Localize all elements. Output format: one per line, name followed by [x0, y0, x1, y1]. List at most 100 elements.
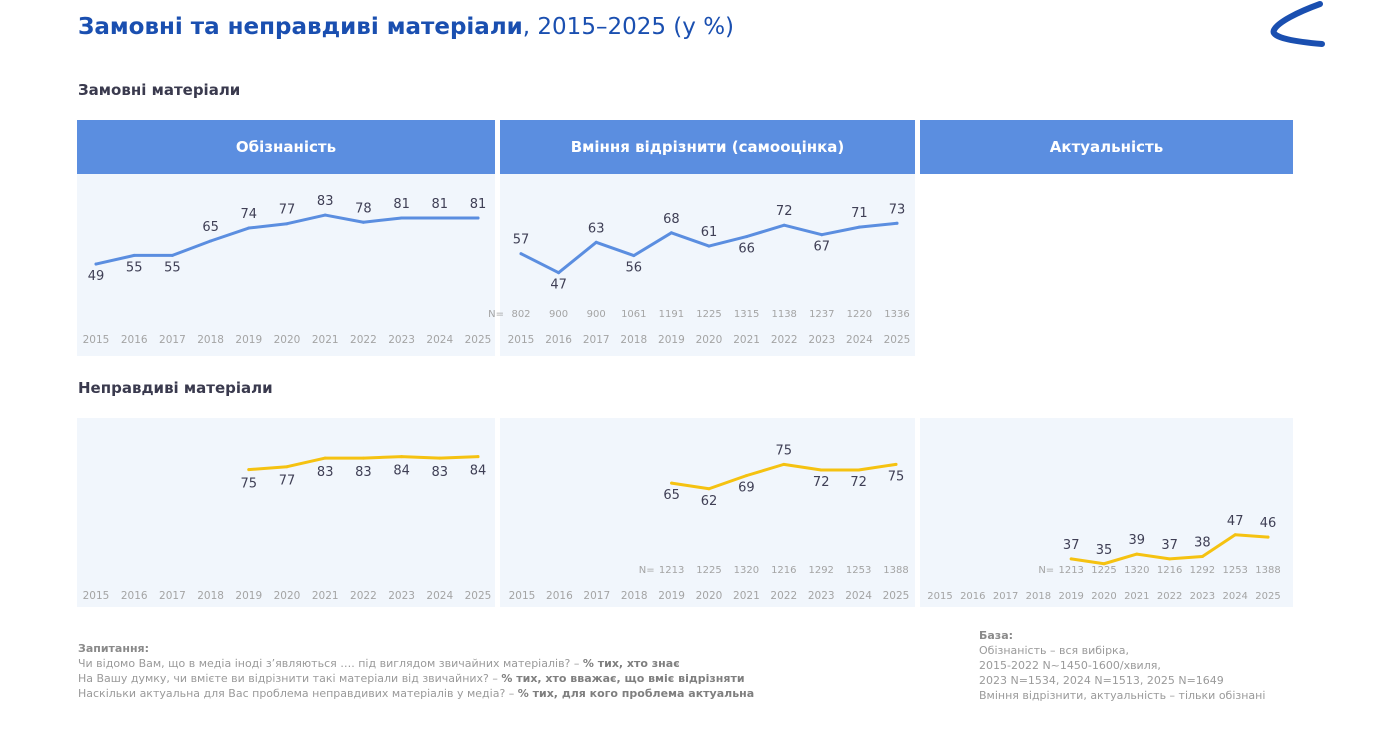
- data-point: [247, 468, 251, 472]
- data-point: [323, 213, 327, 217]
- n-value-label: 1225: [1091, 565, 1116, 576]
- page-title-rest: , 2015–2025 (у %): [522, 14, 735, 40]
- x-tick-label: 2020: [696, 334, 723, 346]
- data-label: 65: [663, 488, 680, 503]
- x-tick-label: 2020: [274, 334, 301, 346]
- x-tick-label: 2024: [846, 334, 873, 346]
- data-label: 46: [1260, 516, 1277, 531]
- n-value-label: 1216: [1157, 565, 1182, 576]
- x-tick-label: 2019: [658, 334, 685, 346]
- x-tick-label: 2019: [235, 334, 262, 346]
- data-point: [782, 223, 786, 227]
- section-title-paid: Замовні матеріали: [78, 81, 241, 99]
- x-tick-label: 2016: [546, 590, 573, 602]
- x-tick-label: 2023: [388, 590, 415, 602]
- data-point: [1102, 562, 1106, 566]
- n-prefix-label: N=: [639, 565, 655, 576]
- n-value-label: 1237: [809, 309, 834, 320]
- data-label: 56: [626, 261, 643, 276]
- data-label: 38: [1194, 536, 1211, 551]
- data-label: 67: [814, 240, 831, 255]
- base-line: Вміння відрізнити, актуальність – тільки…: [979, 689, 1266, 702]
- data-label: 77: [279, 203, 296, 218]
- data-point: [1266, 535, 1270, 539]
- x-tick-label: 2020: [1091, 591, 1116, 602]
- brand-logo-icon: [1270, 1, 1325, 47]
- n-value-label: 900: [549, 309, 568, 320]
- data-label: 57: [513, 233, 530, 248]
- data-label: 71: [851, 206, 868, 221]
- data-label: 72: [813, 475, 830, 490]
- data-point: [894, 462, 898, 466]
- x-tick-label: 2025: [465, 334, 492, 346]
- x-tick-label: 2018: [1026, 591, 1051, 602]
- data-point: [782, 462, 786, 466]
- data-label: 81: [432, 197, 449, 212]
- data-label: 37: [1161, 538, 1178, 553]
- x-tick-label: 2016: [121, 590, 148, 602]
- data-label: 61: [701, 225, 718, 240]
- x-tick-label: 2020: [274, 590, 301, 602]
- x-tick-label: 2021: [733, 334, 760, 346]
- section-title-fake: Неправдиві матеріали: [78, 379, 273, 397]
- data-point: [438, 216, 442, 220]
- data-point: [557, 271, 561, 275]
- data-point: [170, 253, 174, 257]
- x-tick-label: 2024: [426, 590, 453, 602]
- x-tick-label: 2023: [808, 334, 835, 346]
- column-header-relevance: Актуальність: [920, 120, 1293, 174]
- column-header-ability: Вміння відрізнити (самооцінка): [500, 120, 915, 174]
- x-tick-label: 2015: [508, 334, 535, 346]
- x-tick-label: 2017: [159, 334, 186, 346]
- n-value-label: 1320: [1124, 565, 1149, 576]
- n-value-label: 1315: [734, 309, 759, 320]
- data-label: 75: [776, 443, 793, 458]
- data-point: [285, 222, 289, 226]
- data-point: [285, 465, 289, 469]
- x-tick-label: 2023: [388, 334, 415, 346]
- x-tick-label: 2016: [960, 591, 985, 602]
- data-point: [819, 468, 823, 472]
- data-label: 62: [701, 494, 718, 509]
- data-label: 55: [164, 260, 181, 275]
- x-tick-label: 2019: [235, 590, 262, 602]
- data-point: [707, 487, 711, 491]
- question-measure: % тих, хто вважає, що вміє відрізняти: [501, 672, 745, 685]
- data-label: 66: [738, 242, 755, 257]
- n-value-label: 1216: [771, 565, 796, 576]
- data-label: 84: [470, 464, 487, 479]
- panel-fake-awareness: [77, 418, 495, 607]
- panel-fake-ability: [500, 418, 915, 607]
- n-value-label: 1225: [696, 565, 721, 576]
- data-label: 83: [432, 465, 449, 480]
- x-tick-label: 2025: [884, 334, 911, 346]
- x-tick-label: 2023: [1190, 591, 1215, 602]
- question-line-3: Наскільки актуальна для Вас проблема неп…: [78, 686, 754, 701]
- data-point: [438, 456, 442, 460]
- data-point: [857, 468, 861, 472]
- data-label: 73: [889, 202, 906, 217]
- data-point: [1069, 557, 1073, 561]
- x-tick-label: 2018: [620, 334, 647, 346]
- data-label: 68: [663, 212, 680, 227]
- x-tick-label: 2015: [83, 590, 110, 602]
- n-value-label: 1191: [659, 309, 684, 320]
- data-label: 49: [88, 269, 105, 284]
- data-point: [670, 481, 674, 485]
- data-label: 37: [1063, 538, 1080, 553]
- column-header-awareness: Обізнаність: [77, 120, 495, 174]
- x-tick-label: 2019: [658, 590, 685, 602]
- data-point: [820, 233, 824, 237]
- x-tick-label: 2016: [121, 334, 148, 346]
- question-text: Чи відомо Вам, що в медіа іноді з’являют…: [78, 657, 583, 670]
- data-label: 81: [393, 197, 410, 212]
- data-label: 69: [738, 481, 755, 496]
- page-title-bold: Замовні та неправдиві матеріали: [78, 14, 523, 40]
- n-value-label: 900: [587, 309, 606, 320]
- data-point: [132, 253, 136, 257]
- x-tick-label: 2024: [426, 334, 453, 346]
- data-label: 63: [588, 221, 605, 236]
- n-prefix-label: N=: [1038, 565, 1054, 576]
- data-point: [707, 244, 711, 248]
- x-tick-label: 2016: [545, 334, 572, 346]
